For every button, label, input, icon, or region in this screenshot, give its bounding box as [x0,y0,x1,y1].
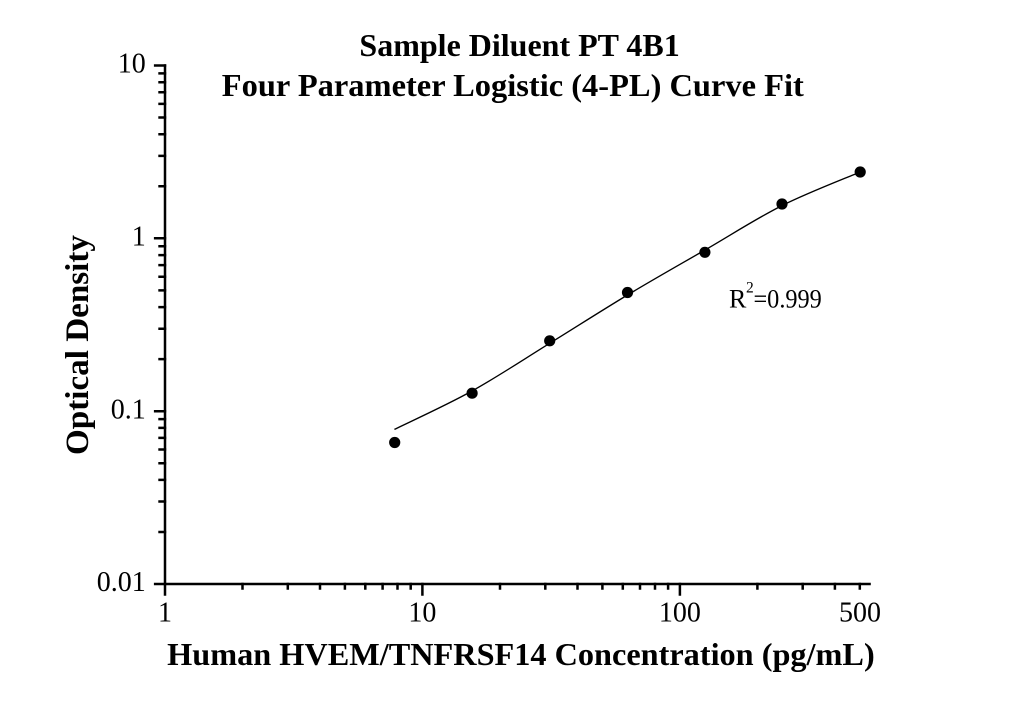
svg-text:0.1: 0.1 [111,394,146,425]
svg-text:1: 1 [158,597,172,628]
svg-text:2: 2 [746,280,754,297]
svg-text:0.01: 0.01 [97,567,146,598]
svg-text:10: 10 [408,597,436,628]
svg-text:1: 1 [132,222,146,253]
svg-text:100: 100 [659,597,701,628]
svg-text:Four Parameter Logistic (4-PL): Four Parameter Logistic (4-PL) Curve Fit [222,67,804,103]
svg-text:=0.999: =0.999 [754,285,822,314]
svg-text:500: 500 [839,597,881,628]
svg-text:Human HVEM/TNFRSF14 Concentrat: Human HVEM/TNFRSF14 Concentration (pg/mL… [167,636,874,672]
svg-text:Sample Diluent PT 4B1: Sample Diluent PT 4B1 [359,27,679,63]
svg-text:Optical Density: Optical Density [60,234,96,455]
svg-text:R: R [729,285,747,314]
svg-text:10: 10 [118,49,146,80]
